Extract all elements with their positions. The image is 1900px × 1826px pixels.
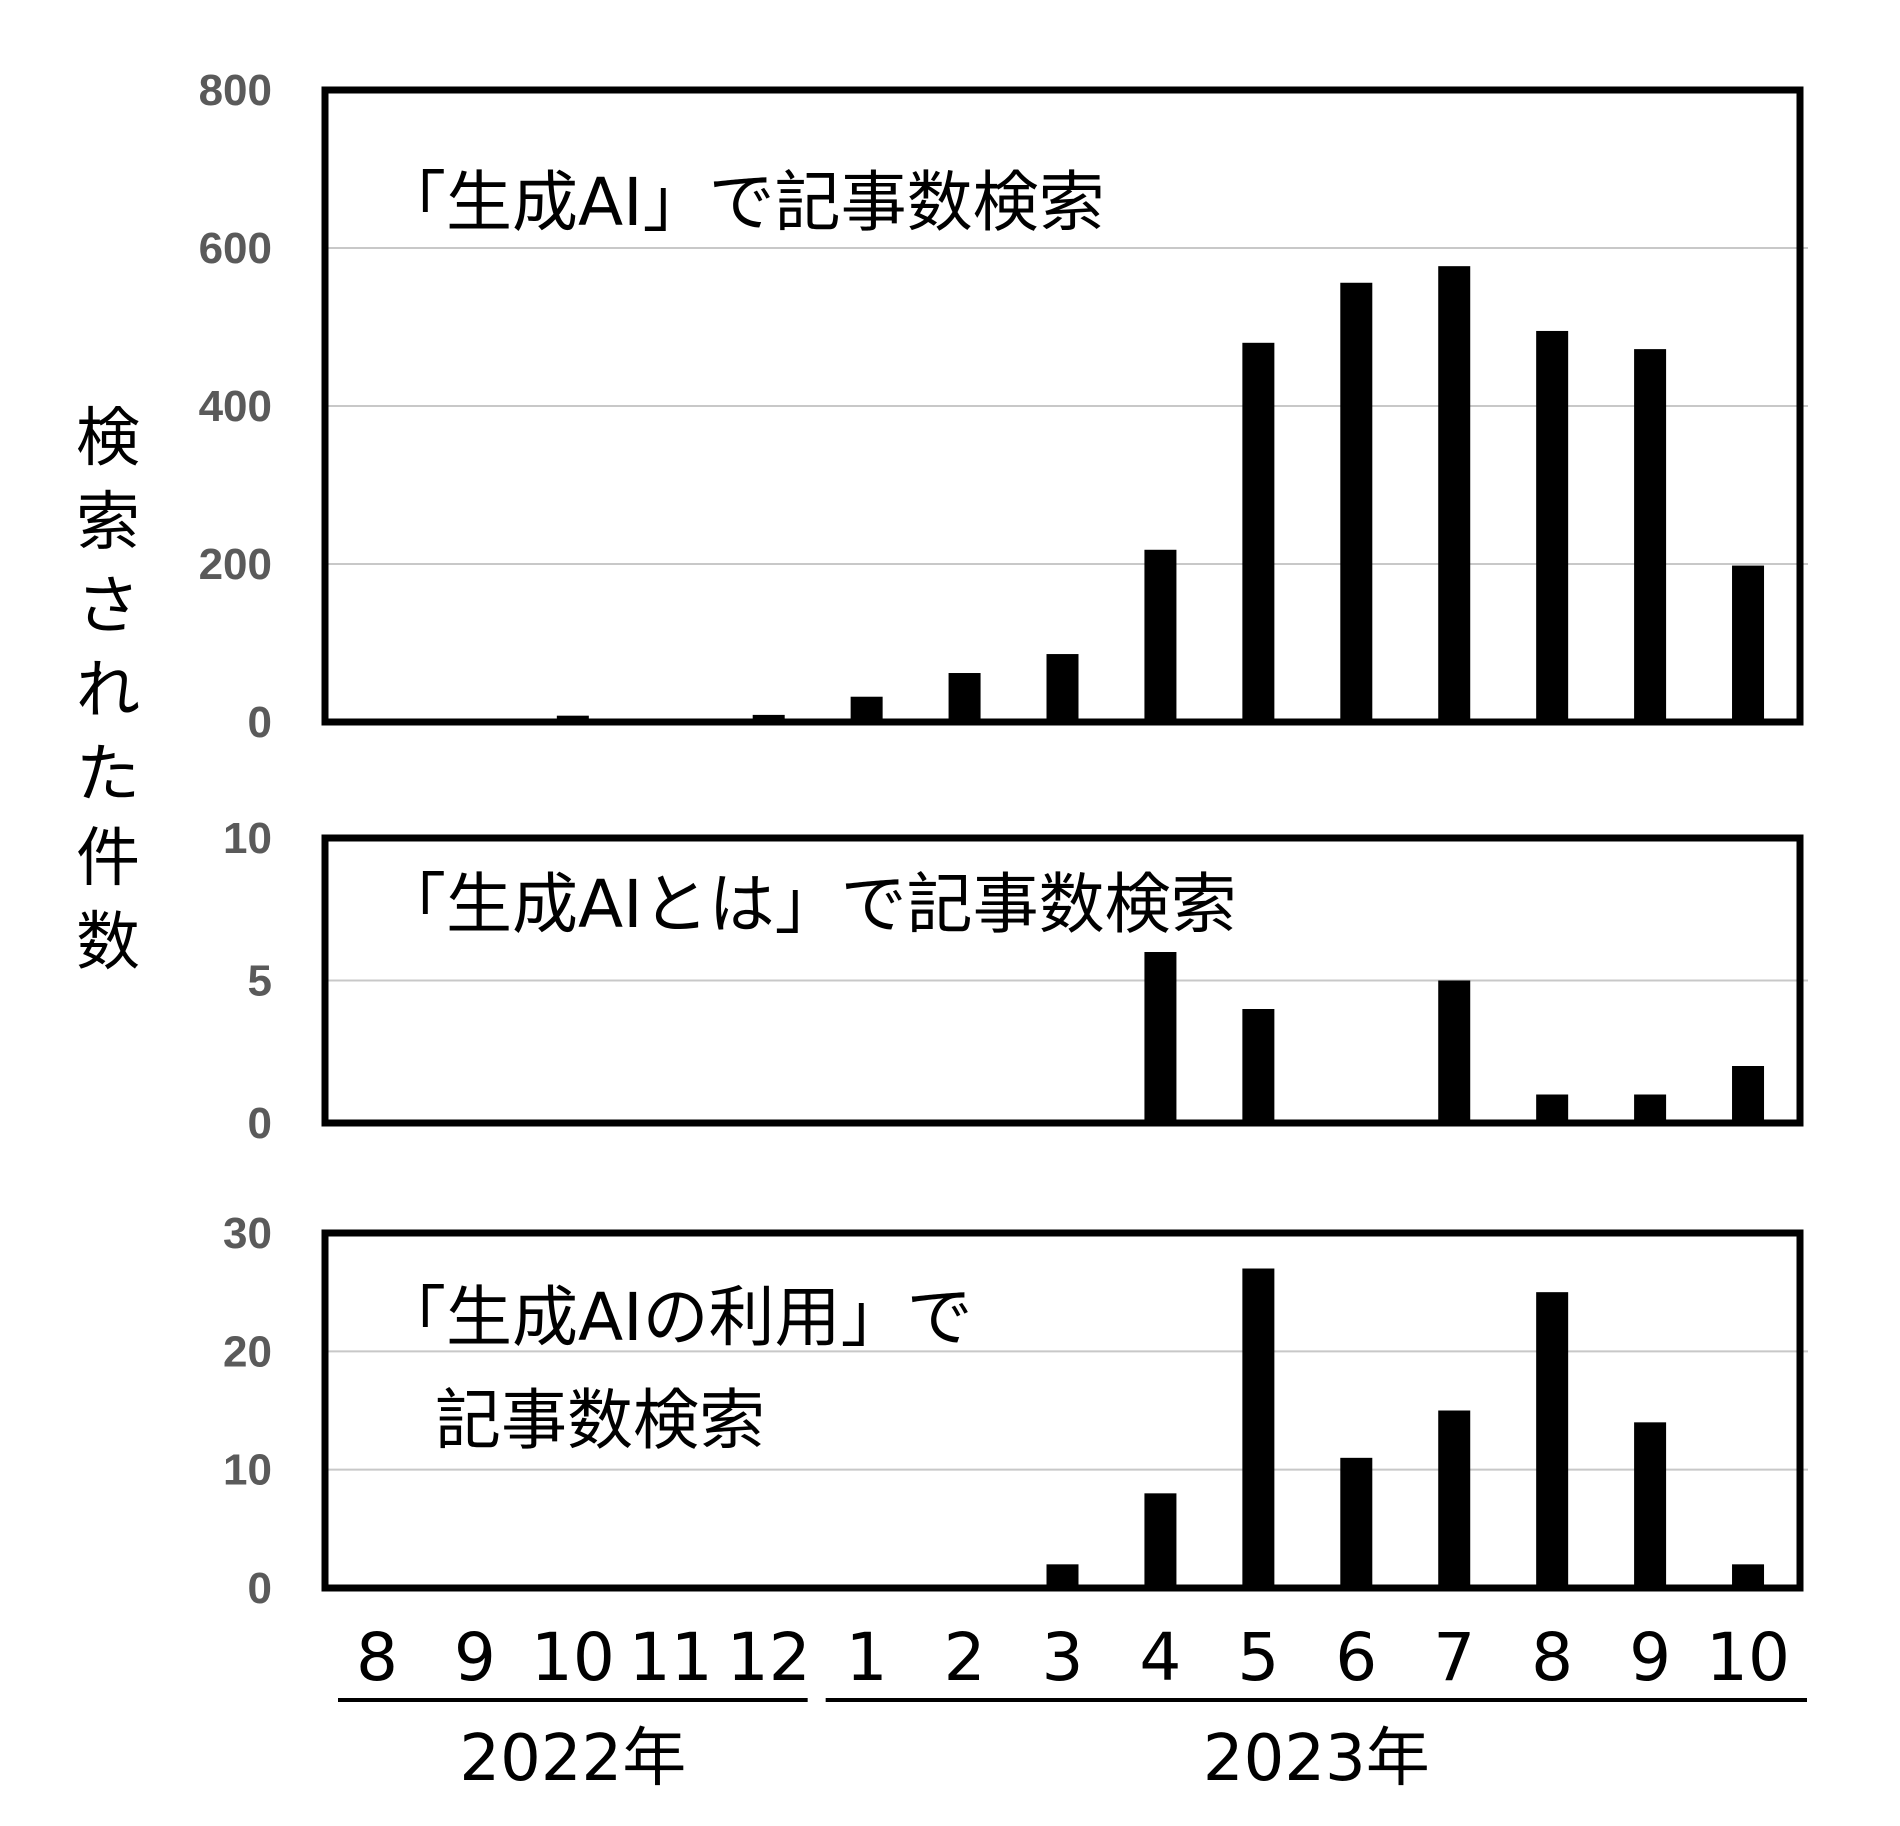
- bar: [1144, 952, 1177, 1123]
- bar: [1536, 1094, 1569, 1123]
- y-tick-label: 10: [223, 814, 272, 863]
- x-tick-label: 10: [1706, 1619, 1790, 1696]
- x-tick-label: 6: [1335, 1619, 1377, 1696]
- bar: [1438, 266, 1471, 722]
- bar: [850, 696, 883, 722]
- y-tick-label: 200: [199, 540, 272, 589]
- bar: [752, 714, 785, 722]
- bar: [1634, 1422, 1667, 1588]
- bar: [1732, 1564, 1765, 1588]
- x-tick-label: 11: [629, 1619, 713, 1696]
- year-label: 2022年: [459, 1722, 686, 1796]
- bar: [1046, 1564, 1079, 1588]
- y-axis-label-char: 件: [76, 822, 140, 896]
- bar: [948, 673, 981, 722]
- bar: [1438, 1410, 1471, 1588]
- y-tick-label: 400: [199, 382, 272, 431]
- y-axis-label-char: 数: [76, 906, 140, 980]
- plot-frame: [321, 1229, 1804, 1592]
- bar: [1732, 565, 1765, 722]
- y-tick-label: 10: [223, 1446, 272, 1495]
- y-axis-label-char: 索: [76, 486, 140, 560]
- x-tick-label: 5: [1237, 1619, 1279, 1696]
- bar: [1634, 1094, 1667, 1123]
- y-axis-label-char: 検: [76, 402, 140, 476]
- bar: [1242, 342, 1275, 722]
- panel-title: 記事数検索: [435, 1382, 765, 1459]
- x-tick-label: 10: [531, 1619, 615, 1696]
- y-tick-label: 5: [248, 957, 272, 1006]
- y-tick-label: 0: [248, 698, 272, 747]
- bar: [1340, 1457, 1373, 1588]
- plot-frame: [321, 86, 1804, 726]
- bar: [1438, 980, 1471, 1123]
- bar: [1634, 349, 1667, 722]
- x-tick-label: 9: [454, 1619, 496, 1696]
- bar: [1242, 1268, 1275, 1588]
- y-tick-label: 20: [223, 1327, 272, 1376]
- bar: [1340, 282, 1373, 722]
- y-tick-label: 30: [223, 1209, 272, 1258]
- y-tick-label: 0: [248, 1099, 272, 1148]
- x-tick-label: 12: [727, 1619, 811, 1696]
- x-tick-label: 3: [1042, 1619, 1084, 1696]
- year-label: 2023年: [1203, 1722, 1430, 1796]
- x-tick-label: 9: [1629, 1619, 1671, 1696]
- bar: [1144, 1493, 1177, 1588]
- y-axis-label-char: さ: [76, 570, 140, 644]
- y-tick-label: 600: [199, 224, 272, 273]
- y-tick-label: 0: [248, 1564, 272, 1613]
- x-tick-label: 1: [846, 1619, 888, 1696]
- y-tick-label: 800: [199, 66, 272, 115]
- y-axis-label-char: れ: [76, 654, 140, 728]
- y-axis-label-char: た: [76, 738, 140, 812]
- x-tick-label: 7: [1433, 1619, 1475, 1696]
- x-tick-label: 8: [356, 1619, 398, 1696]
- x-tick-label: 4: [1139, 1619, 1181, 1696]
- x-tick-label: 2: [944, 1619, 986, 1696]
- bar: [1536, 330, 1569, 722]
- bar: [1536, 1292, 1569, 1588]
- bar: [1046, 654, 1079, 722]
- plot-frame: [321, 834, 1804, 1127]
- panel-title: 「生成AI」で記事数検索: [380, 164, 1105, 241]
- bar: [1144, 549, 1177, 722]
- bar: [1242, 1009, 1275, 1123]
- x-tick-label: 8: [1531, 1619, 1573, 1696]
- panel-title: 「生成AIとは」で記事数検索: [380, 866, 1237, 943]
- bar: [1732, 1066, 1765, 1123]
- panel-title: 「生成AIの利用」で: [380, 1279, 973, 1356]
